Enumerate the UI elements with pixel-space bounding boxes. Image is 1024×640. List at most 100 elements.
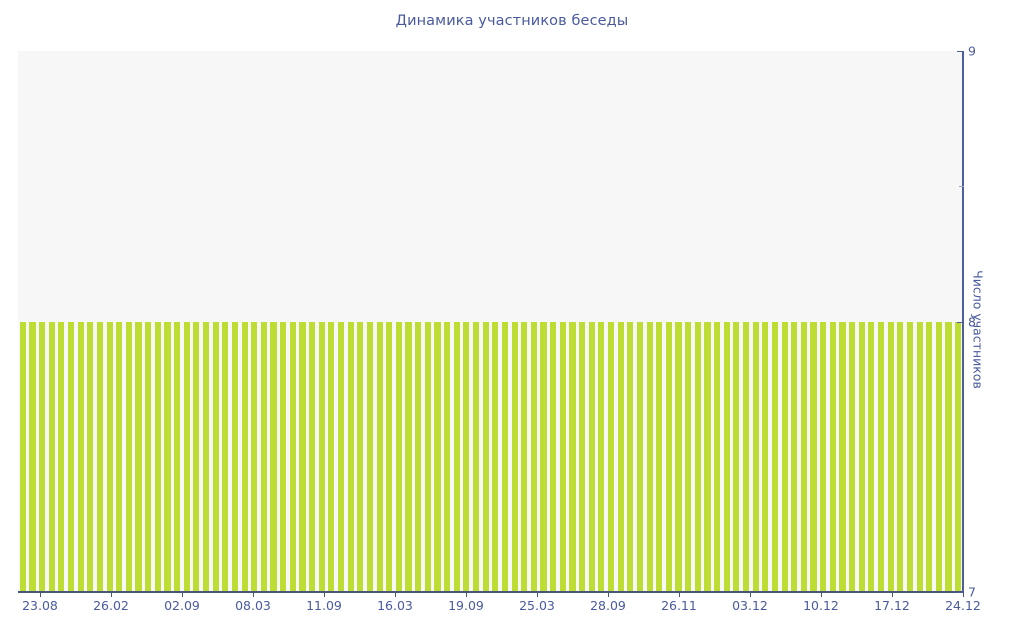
y-axis-tick-label: 9 — [968, 43, 976, 59]
y-axis-title: Число участников — [970, 270, 986, 389]
x-axis-tick — [253, 592, 254, 597]
x-axis-tick-label: 16.03 — [377, 598, 413, 613]
bar — [376, 321, 383, 592]
y-axis-tick-label: 7 — [968, 584, 976, 600]
bar — [492, 321, 499, 592]
bar — [916, 321, 923, 592]
x-axis-tick-label: 26.02 — [93, 598, 129, 613]
chart-title: Динамика участников беседы — [395, 13, 629, 29]
bar — [125, 321, 132, 592]
x-axis-tick-label: 03.12 — [732, 598, 768, 613]
bar — [906, 321, 914, 592]
bar — [174, 321, 181, 592]
y-axis-tick — [957, 592, 963, 593]
bar — [704, 321, 711, 592]
bar — [58, 321, 65, 592]
bar — [800, 321, 807, 592]
bar — [251, 321, 258, 592]
x-axis-tick — [324, 592, 325, 597]
bar — [646, 321, 653, 592]
bar — [29, 321, 36, 592]
bar — [714, 321, 721, 592]
x-axis-tick — [182, 592, 183, 597]
bar — [849, 321, 856, 592]
bar — [569, 321, 576, 592]
bar — [212, 321, 219, 592]
bar — [347, 321, 354, 592]
x-axis-tick-label: 28.09 — [590, 598, 626, 613]
x-axis-tick-label: 23.08 — [22, 598, 58, 613]
bar — [77, 321, 84, 592]
bar — [858, 321, 865, 592]
bar — [530, 321, 537, 592]
bar — [877, 321, 885, 592]
plot-area — [18, 51, 963, 592]
x-axis-tick — [395, 592, 396, 597]
x-axis-tick-label: 17.12 — [874, 598, 910, 613]
bar — [154, 321, 161, 592]
bar — [241, 321, 248, 592]
x-axis-tick — [963, 592, 964, 597]
bar — [270, 321, 277, 592]
bar — [829, 321, 836, 592]
bar — [926, 321, 933, 592]
x-axis-tick-label: 11.09 — [306, 598, 342, 613]
bar — [762, 321, 769, 592]
y-axis-tick — [957, 51, 963, 52]
bar — [945, 321, 952, 592]
bar — [39, 321, 46, 592]
x-axis-tick — [679, 592, 680, 597]
bar — [145, 321, 152, 592]
bar — [405, 321, 412, 592]
bar — [501, 321, 509, 592]
x-axis-tick — [111, 592, 112, 597]
x-axis-tick-label: 10.12 — [803, 598, 839, 613]
bar — [868, 321, 875, 592]
bar — [897, 321, 904, 592]
bar — [106, 321, 113, 592]
bar — [791, 321, 798, 592]
x-axis-line — [18, 591, 963, 593]
x-axis-tick — [608, 592, 609, 597]
x-axis-tick-label: 24.12 — [945, 598, 981, 613]
x-axis-tick — [466, 592, 467, 597]
bar — [810, 321, 817, 592]
bar — [820, 321, 827, 592]
x-axis-tick-label: 08.03 — [235, 598, 271, 613]
x-axis-tick — [892, 592, 893, 597]
bar — [96, 321, 104, 592]
bar — [116, 321, 123, 592]
bar — [472, 321, 480, 592]
y-axis-minor-tick — [959, 186, 964, 188]
bar — [723, 321, 730, 592]
bar — [299, 321, 306, 592]
bar — [328, 321, 335, 592]
x-axis-tick-label: 19.09 — [448, 598, 484, 613]
bar — [231, 321, 239, 592]
bar — [424, 321, 431, 592]
bar — [19, 321, 26, 592]
bar — [511, 321, 518, 592]
bar — [579, 321, 586, 592]
bar — [202, 321, 210, 592]
bar — [386, 321, 393, 592]
x-axis-tick-label: 02.09 — [164, 598, 200, 613]
bar — [955, 321, 962, 592]
bar — [771, 321, 779, 592]
bar — [415, 321, 422, 592]
bar — [48, 321, 55, 592]
bar — [550, 321, 557, 592]
x-axis-tick — [750, 592, 751, 597]
bar — [135, 321, 142, 592]
bar — [67, 321, 75, 592]
bar-series — [18, 51, 963, 592]
bar — [222, 321, 229, 592]
bar — [675, 321, 682, 592]
bar — [656, 321, 663, 592]
x-axis-tick-label: 25.03 — [519, 598, 555, 613]
bar — [87, 321, 94, 592]
x-axis-tick — [40, 592, 41, 597]
bar — [395, 321, 402, 592]
x-axis-tick — [537, 592, 538, 597]
bar — [540, 321, 547, 592]
